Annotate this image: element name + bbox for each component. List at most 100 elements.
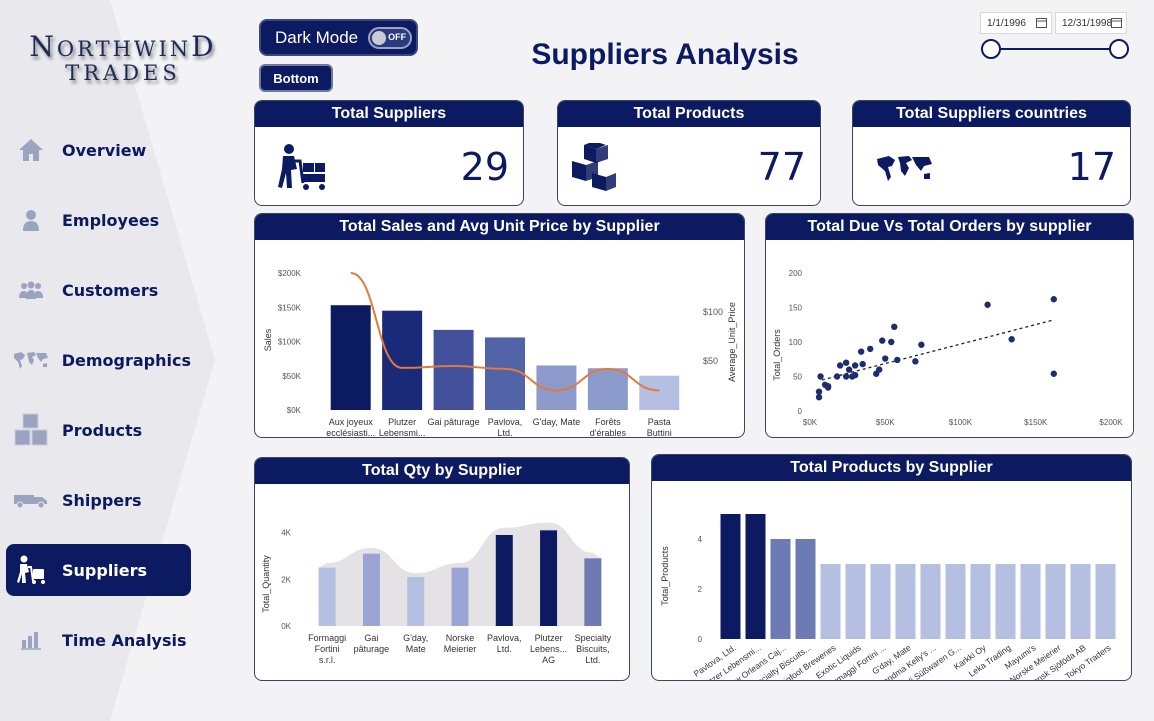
- slider-end-handle[interactable]: [1109, 39, 1129, 59]
- nav-employees[interactable]: Employees: [6, 194, 191, 246]
- y-tick-label: $100K: [278, 338, 302, 347]
- x-tick-label: Norske Meierier: [444, 633, 477, 654]
- nav-label: Customers: [62, 280, 159, 300]
- y-tick-label: $0K: [287, 406, 302, 415]
- scatter-point: [817, 373, 824, 380]
- products-bar: [1020, 564, 1041, 639]
- x-tick-label: $50K: [876, 418, 895, 427]
- x-tick-label: G'day, Mate: [533, 417, 581, 427]
- dark-mode-toggle[interactable]: Dark Mode OFF: [259, 19, 418, 56]
- scatter-point: [857, 348, 865, 355]
- products-bar: [945, 564, 966, 639]
- chart-title: Total Sales and Avg Unit Price by Suppli…: [255, 214, 744, 240]
- scatter-point: [842, 373, 850, 380]
- products-bar: [1095, 564, 1116, 639]
- logo-line1: NORTHWIND: [29, 30, 217, 63]
- end-date-value: 12/31/1998: [1062, 17, 1113, 29]
- nav-label: Overview: [62, 140, 147, 160]
- sales-bar: [433, 329, 474, 410]
- kpi-total-products: Total Products 77: [557, 100, 821, 206]
- toggle-state: OFF: [388, 31, 407, 42]
- y2-tick-label: $100: [703, 307, 723, 317]
- nav-label: Demographics: [61, 350, 191, 370]
- person-icon: [10, 205, 52, 235]
- start-date-input[interactable]: 1/1/1996: [980, 12, 1052, 34]
- y-tick-label: 200: [789, 269, 803, 278]
- scatter-point: [918, 341, 925, 348]
- y-axis-label: Total_Orders: [772, 329, 782, 381]
- nav-label: Time Analysis: [62, 630, 187, 650]
- scatter-point: [891, 323, 898, 331]
- sidebar: NORTHWIND TRADES Overview Employees Cust…: [0, 0, 240, 721]
- qty-bar: [540, 530, 558, 626]
- sales-bar: [587, 368, 628, 410]
- products-bar: [720, 514, 741, 639]
- calendar-icon[interactable]: [1036, 17, 1047, 28]
- nav-label: Products: [62, 420, 143, 440]
- nav-overview[interactable]: Overview: [6, 124, 191, 176]
- y-axis-label: Total_Products: [660, 546, 670, 606]
- nav-products[interactable]: Products: [6, 404, 191, 456]
- calendar-icon[interactable]: [1111, 17, 1122, 28]
- y-tick-label: $50K: [282, 372, 301, 381]
- scatter-point: [1050, 370, 1058, 377]
- boxes-icon: [10, 413, 52, 446]
- y-tick-label: 4K: [281, 529, 291, 538]
- qty-bar: [584, 558, 602, 626]
- y2-axis-label: Average_Unit_Price: [727, 302, 737, 382]
- y-tick-label: 150: [789, 304, 803, 313]
- nav-label: Shippers: [62, 490, 142, 510]
- kpi-total-supplier-countries: Total Suppliers countries 17: [852, 100, 1131, 206]
- x-tick-label: $200K: [1099, 418, 1123, 427]
- truck-icon: [10, 485, 52, 515]
- qty-bar: [495, 535, 513, 626]
- y-tick-label: $150K: [278, 303, 302, 312]
- chart-sales-avg-price: Total Sales and Avg Unit Price by Suppli…: [254, 213, 745, 438]
- scatter-point: [815, 394, 823, 401]
- supplier-cart-icon: [278, 144, 325, 190]
- slider-start-handle[interactable]: [981, 39, 1001, 59]
- sidebar-chevron-background: [0, 0, 215, 721]
- qty-bar: [451, 567, 469, 626]
- x-tick-label: Forêts d'érables: [590, 417, 627, 438]
- trend-line: [821, 319, 1054, 381]
- qty-bar: [362, 553, 380, 626]
- x-tick-label: G'day, Mate: [403, 633, 428, 654]
- scatter-point: [1008, 336, 1015, 343]
- world-map-icon: [877, 156, 932, 181]
- nav-shippers[interactable]: Shippers: [6, 474, 191, 526]
- nav-suppliers[interactable]: Suppliers: [6, 544, 191, 596]
- toggle-knob: [372, 30, 387, 45]
- boxes-icon: [572, 143, 616, 191]
- qty-bar: [407, 577, 425, 626]
- scatter-point: [1050, 296, 1058, 303]
- x-tick-label: Formaggi Fortini s.r.l.: [308, 633, 346, 665]
- nav-time-analysis[interactable]: Time Analysis: [6, 614, 191, 666]
- scatter-point: [851, 371, 859, 379]
- x-tick-label: PastaButtinis.r.l.: [647, 417, 672, 438]
- scatter-point: [824, 382, 832, 390]
- end-date-input[interactable]: 12/31/1998: [1055, 12, 1127, 34]
- nav-customers[interactable]: Customers: [6, 264, 191, 316]
- sales-bar: [485, 337, 525, 410]
- x-tick-label: Pavlova, Ltd.: [488, 417, 523, 438]
- page-title: Suppliers Analysis: [531, 38, 799, 71]
- x-tick-label: Specialty Biscuits, Ltd.: [575, 633, 612, 665]
- home-icon: [10, 135, 52, 165]
- x-tick-label: Pavlova, Ltd.: [487, 633, 522, 654]
- x-tick-label: Gai pâturage: [354, 633, 390, 654]
- bottom-button[interactable]: Bottom: [259, 64, 333, 92]
- products-bar: [970, 564, 991, 639]
- toggle-switch[interactable]: OFF: [368, 26, 413, 49]
- x-tick-label: Plutzer Lebens... AG: [530, 633, 567, 665]
- time-chart-icon: [10, 625, 52, 655]
- qty-bar-chart: 0K 2K 4K Total_Quantity Formaggi Fortini s.r.l…: [261, 522, 612, 665]
- date-range-slider[interactable]: [990, 48, 1120, 50]
- chart-qty-by-supplier: Total Qty by Supplier 0K 2K 4K Total_Quanti…: [254, 457, 630, 681]
- nav-demographics[interactable]: Demographics: [6, 334, 191, 386]
- kpi-title: Total Suppliers: [255, 101, 523, 127]
- dark-mode-label: Dark Mode: [275, 27, 359, 47]
- scatter-point: [876, 366, 883, 373]
- scatter-point: [894, 356, 901, 364]
- scatter-point: [912, 358, 919, 365]
